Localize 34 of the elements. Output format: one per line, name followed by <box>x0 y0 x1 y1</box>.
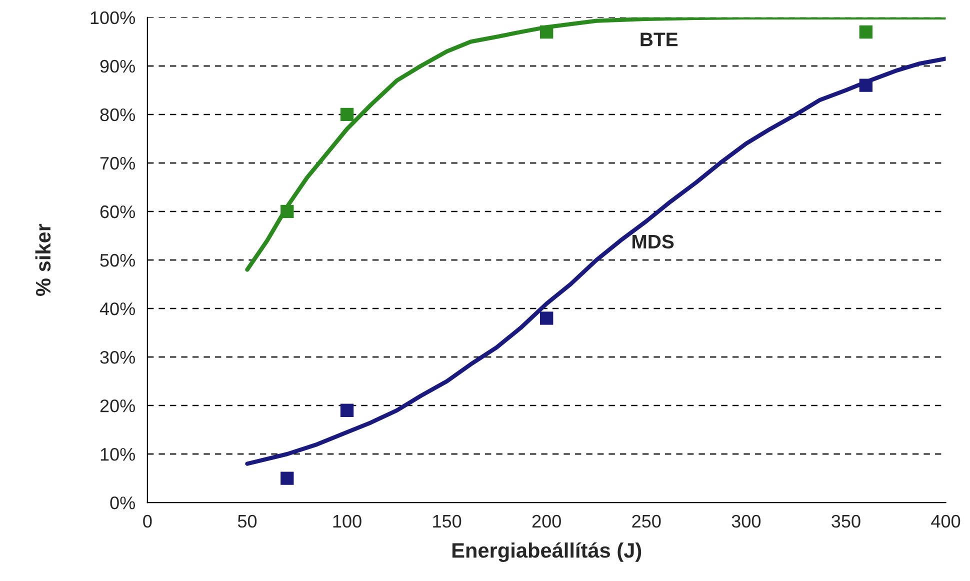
y-tick-label: 80% <box>100 108 135 122</box>
x-tick-label: 300 <box>732 514 761 528</box>
point <box>540 25 554 39</box>
x-tick-label: 400 <box>931 514 960 528</box>
x-tick-label: 50 <box>238 514 257 528</box>
x-axis-title: Energiabeállítás (J) <box>452 542 642 562</box>
line-series <box>245 56 946 466</box>
x-tick-label: 200 <box>532 514 561 528</box>
y-tick-label: 70% <box>100 156 135 170</box>
x-tick-label: 0 <box>143 514 152 528</box>
y-axis-title: % siker <box>35 224 51 296</box>
series-label: BTE <box>640 32 678 46</box>
x-tick-label: 150 <box>433 514 462 528</box>
x-tick-label: 250 <box>632 514 661 528</box>
point <box>859 78 873 92</box>
point <box>859 25 873 39</box>
y-tick-label: 50% <box>100 254 135 267</box>
y-tick-label: 0% <box>110 496 135 510</box>
point <box>280 204 294 218</box>
y-tick-label: 60% <box>100 205 135 218</box>
series-label: MDS <box>632 234 674 249</box>
point <box>280 472 294 485</box>
y-tick-label: 40% <box>100 302 135 316</box>
y-tick-label: 100% <box>90 11 135 24</box>
y-tick-label: 90% <box>100 60 135 73</box>
y-tick-label: 30% <box>100 350 135 364</box>
y-tick-label: 10% <box>100 448 135 461</box>
line-series <box>245 17 946 272</box>
x-tick-label: 100 <box>333 514 362 528</box>
x-tick-label: 350 <box>832 514 860 528</box>
y-tick-label: 20% <box>100 399 135 412</box>
point <box>340 108 354 122</box>
point <box>340 404 354 417</box>
point <box>540 312 554 325</box>
